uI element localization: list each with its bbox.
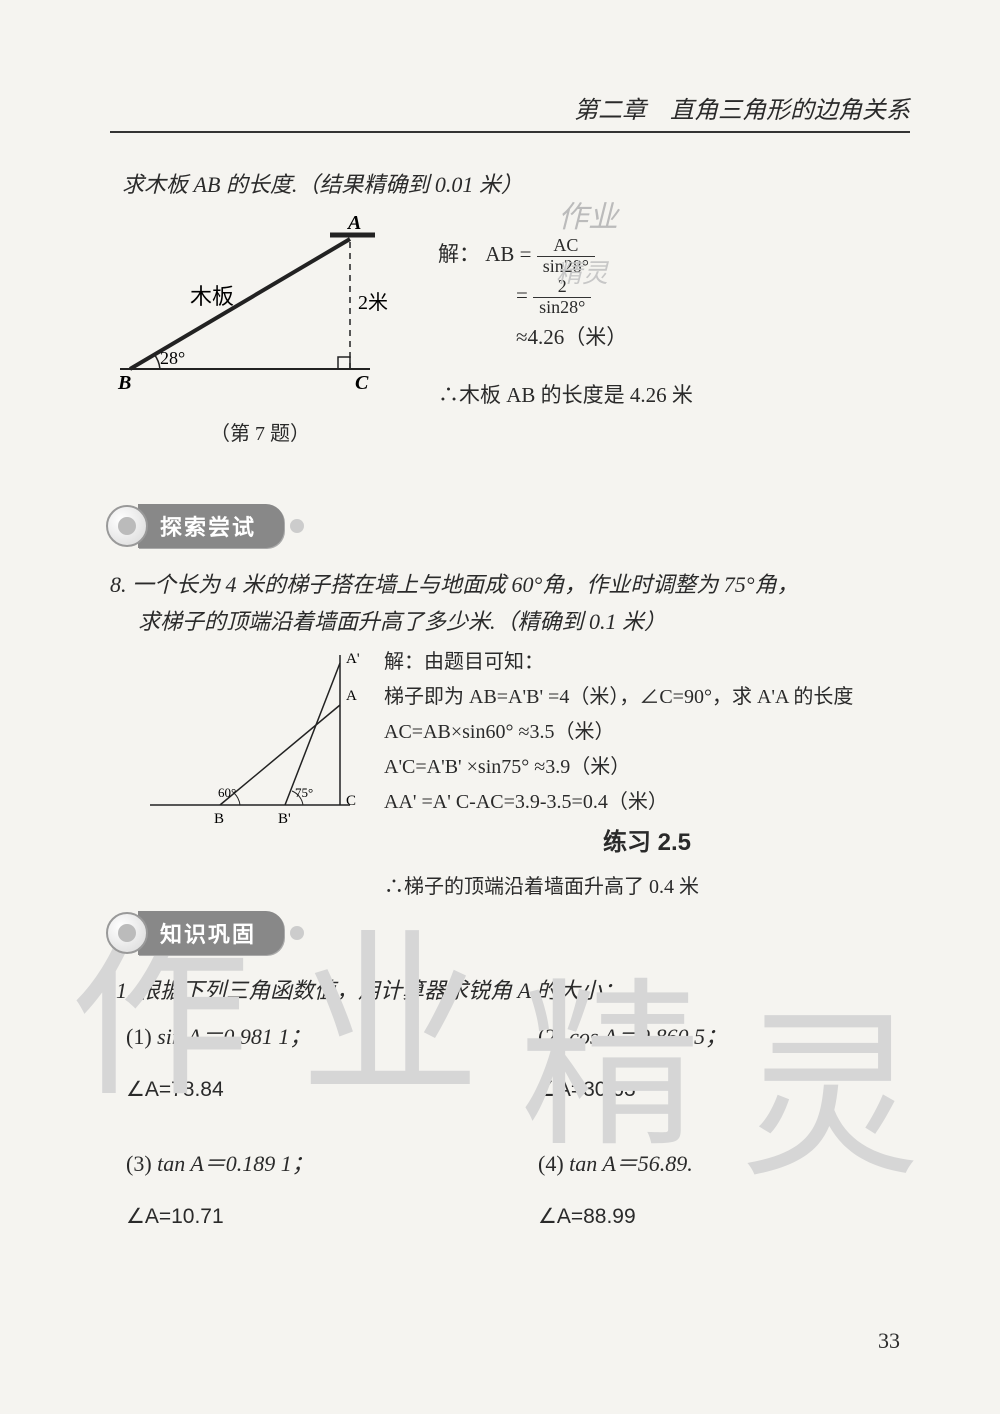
- q1-sub-1: (1) sin A＝0.981 1； ∠A=78.84: [126, 1019, 498, 1102]
- p8-num: 8.: [110, 572, 127, 597]
- svg-text:A: A: [346, 688, 357, 704]
- exercise-title: 练习 2.5: [384, 822, 910, 864]
- p8-intro-l1: 一个长为 4 米的梯子搭在墙上与地面成 60°角，作业时调整为 75°角，: [132, 572, 799, 597]
- p8-l2: AC=AB×sin60° ≈3.5（米）: [384, 715, 910, 750]
- sol-eq2: =: [516, 283, 528, 307]
- q1s2-idx: (2): [538, 1024, 564, 1049]
- p8-l1: 梯子即为 AB=A'B' =4（米），∠C=90°，求 A'A 的长度: [384, 680, 910, 715]
- chapter-label: 第二章: [574, 98, 646, 124]
- svg-text:A: A: [346, 212, 361, 234]
- badge-tail-icon: [290, 519, 304, 533]
- p8-l0: 解：由题目可知：: [384, 645, 910, 680]
- q1-num: 1.: [116, 978, 133, 1003]
- p7-svg: A B C 木板 2米 28°: [110, 209, 410, 389]
- q1s3-ans: ∠A=10.71: [126, 1204, 498, 1229]
- svg-text:B': B': [278, 811, 291, 827]
- p8-svg: A' A C B B' 60° 75°: [110, 645, 370, 835]
- q1s3-eq: tan A＝0.189 1；: [157, 1151, 314, 1176]
- p8-figure: A' A C B B' 60° 75°: [110, 645, 370, 905]
- q1s4-idx: (4): [538, 1151, 564, 1176]
- badge-tail-icon-2: [290, 926, 304, 940]
- svg-text:B: B: [117, 372, 131, 389]
- svg-text:C: C: [346, 793, 356, 809]
- svg-text:A': A': [346, 651, 360, 667]
- p8-l5: ∴梯子的顶端沿着墙面升高了 0.4 米: [384, 870, 910, 905]
- badge-circle-icon: [106, 505, 148, 547]
- badge-circle-icon-2: [106, 912, 148, 954]
- q1-grid: (1) sin A＝0.981 1； ∠A=78.84 (2) cos A＝0.…: [126, 1019, 910, 1229]
- p7-caption: （第 7 题）: [110, 417, 410, 446]
- badge-explore: 探索尝试: [106, 504, 304, 548]
- q1-sub-2: (2) cos A＝0.860 5； ∠A=30.63: [538, 1019, 910, 1102]
- sol-lhs: AB =: [485, 242, 531, 266]
- svg-text:木板: 木板: [190, 284, 234, 309]
- q1s2-eq: cos A＝0.860 5；: [569, 1024, 727, 1049]
- p8-intro-l2: 求梯子的顶端沿着墙面升高了多少米.（精确到 0.1 米）: [138, 603, 666, 640]
- svg-text:2米: 2米: [358, 291, 388, 314]
- q1s4-ans: ∠A=88.99: [538, 1204, 910, 1229]
- p7-intro: 求木板 AB 的长度.（结果精确到 0.01 米）: [122, 167, 910, 199]
- sol-approx: ≈4.26（米）: [438, 318, 910, 358]
- q1-intro: 1. 根据下列三角函数值，用计算器求锐角 A 的大小：: [116, 973, 910, 1005]
- svg-text:75°: 75°: [295, 785, 313, 800]
- badge-explore-label: 探索尝试: [138, 504, 284, 548]
- svg-text:B: B: [214, 811, 224, 827]
- wm-small-2: 精灵: [556, 249, 608, 298]
- wm-small-1: 作业: [558, 189, 618, 246]
- p8-l4: AA' =A' C-AC=3.9-3.5=0.4（米）: [384, 785, 910, 820]
- p7-figure: A B C 木板 2米 28° （第 7 题）: [110, 209, 410, 446]
- page-number: 33: [878, 1328, 900, 1354]
- q1s4-eq: tan A＝56.89.: [569, 1151, 693, 1176]
- svg-text:C: C: [355, 372, 369, 389]
- badge-consolidate: 知识巩固: [106, 911, 304, 955]
- p7-solution: 作业 解： AB = AC sin28° 精灵 = 2 sin28° ≈4.26…: [438, 209, 910, 416]
- q1s2-ans: ∠A=30.63: [538, 1077, 910, 1102]
- q1s1-eq: sin A＝0.981 1；: [157, 1024, 311, 1049]
- badge-consolidate-label: 知识巩固: [138, 911, 284, 955]
- p8-solution: 解：由题目可知： 梯子即为 AB=A'B' =4（米），∠C=90°，求 A'A…: [384, 645, 910, 905]
- q1-text: 根据下列三角函数值，用计算器求锐角 A 的大小：: [138, 978, 624, 1003]
- q1-sub-3: (3) tan A＝0.189 1； ∠A=10.71: [126, 1146, 498, 1229]
- chapter-header: 第二章 直角三角形的边角关系: [110, 90, 910, 133]
- q1s1-idx: (1): [126, 1024, 152, 1049]
- p8-intro: 8. 一个长为 4 米的梯子搭在墙上与地面成 60°角，作业时调整为 75°角，…: [110, 566, 910, 641]
- q1-sub-4: (4) tan A＝56.89. ∠A=88.99: [538, 1146, 910, 1229]
- chapter-title: 直角三角形的边角关系: [670, 98, 910, 124]
- sol-therefore: ∴木板 AB 的长度是 4.26 米: [438, 376, 910, 416]
- p8-l3: A'C=A'B' ×sin75° ≈3.9（米）: [384, 750, 910, 785]
- q1s3-idx: (3): [126, 1151, 152, 1176]
- q1s1-ans: ∠A=78.84: [126, 1077, 498, 1102]
- sol-prefix: 解：: [438, 242, 480, 266]
- svg-text:28°: 28°: [160, 348, 185, 368]
- svg-text:60°: 60°: [218, 785, 236, 800]
